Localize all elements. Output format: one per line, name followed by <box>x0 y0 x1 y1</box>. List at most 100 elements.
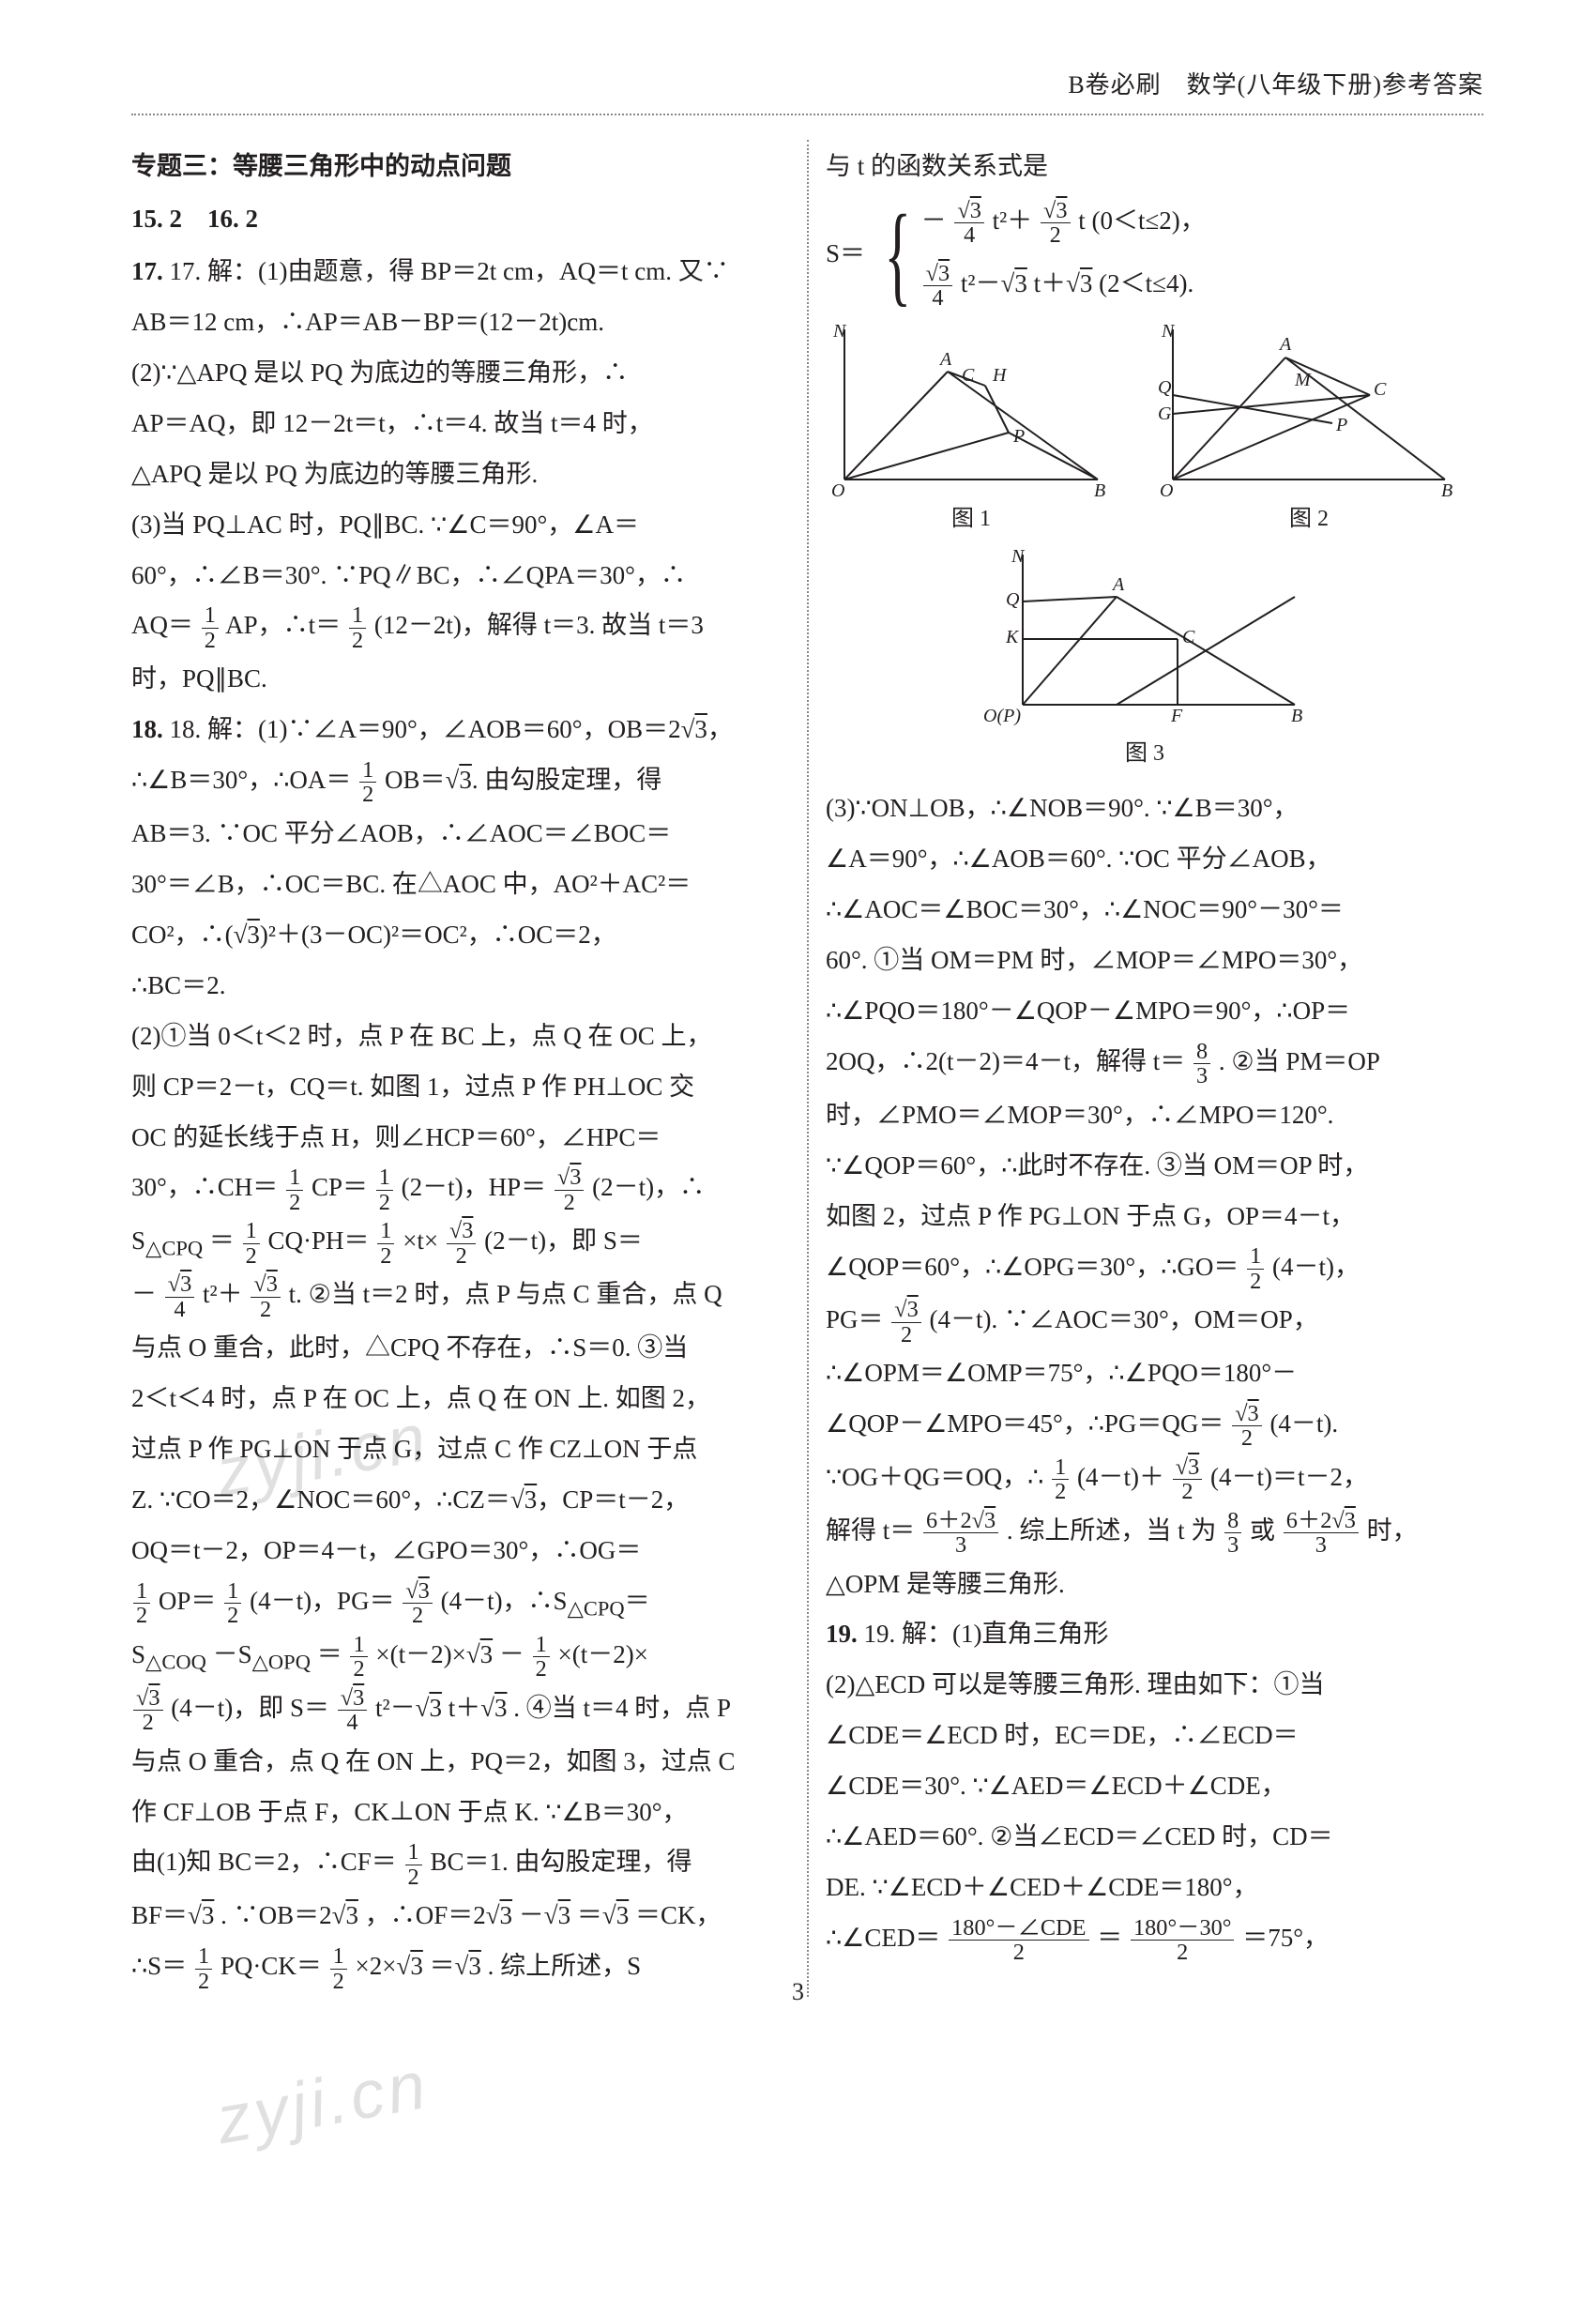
q18-l10c: (2－t)，HP＝ <box>402 1173 547 1201</box>
q19-l7b: ＝ <box>1097 1924 1122 1952</box>
q18-l1b: ， <box>707 715 733 743</box>
q18-l12a: － <box>131 1280 157 1308</box>
c1b: t²＋ <box>993 206 1033 235</box>
q18-l2c: . 由勾股定理，得 <box>472 766 662 794</box>
short-answers: 15. 2 16. 2 <box>131 196 766 243</box>
frac-sqrt3-2: √32 <box>251 1272 281 1321</box>
r3-l16: △OPM 是等腰三角形. <box>826 1561 1464 1608</box>
svg-text:H: H <box>992 365 1008 386</box>
r3-l13: ∠QOP－∠MPO＝45°，∴PG＝QG＝ √32 (4－t). <box>826 1401 1464 1451</box>
frac-1-2: 12 <box>1052 1455 1069 1504</box>
q18-l20b: (4－t)，即 S＝ <box>171 1694 329 1722</box>
frac-sqrt3-2: √32 <box>133 1686 163 1735</box>
q17-l5: △APQ 是以 PQ 为底边的等腰三角形. <box>131 451 766 498</box>
svg-text:C: C <box>1374 379 1387 400</box>
q18-l16b: ，CP＝t－2， <box>537 1485 689 1514</box>
column-separator <box>807 140 809 1997</box>
r3-l6: 2OQ，∴2(t－2)＝4－t，解得 t＝ 83 . ②当 PM＝OP <box>826 1039 1464 1088</box>
q17-l2: AB＝12 cm，∴AP＝AB－BP＝(12－2t)cm. <box>131 299 766 346</box>
r3-l14a: ∵OG＋QG＝OQ，∴ <box>826 1463 1043 1491</box>
svg-text:Q: Q <box>1158 377 1172 398</box>
q17-l7: 60°，∴∠B＝30°. ∵PQ∥BC，∴∠QPA＝30°，∴ <box>131 553 766 600</box>
r3-l15d: 时， <box>1367 1516 1418 1545</box>
frac-1-2: 12 <box>349 603 366 652</box>
q18-l22: 作 CF⊥OB 于点 F，CK⊥ON 于点 K. ∵∠B＝30°， <box>131 1789 766 1836</box>
r3-l11b: (4－t). ∵∠AOC＝30°，OM＝OP， <box>930 1305 1318 1333</box>
q18-l2a: ∴∠B＝30°，∴OA＝ <box>131 766 351 794</box>
q19-l1: 19. 19. 解：(1)直角三角形 <box>826 1611 1464 1658</box>
frac-sqrt3-4: √34 <box>165 1272 195 1321</box>
sqrt3: 3 <box>1066 269 1092 297</box>
svg-text:M: M <box>1294 370 1312 390</box>
q18-l12: － √34 t²＋ √32 t. ②当 t＝2 时，点 P 与点 C 重合，点 … <box>131 1271 766 1321</box>
watermark-icon: zyji.cn <box>211 2047 435 2159</box>
svg-text:B: B <box>1441 480 1452 498</box>
q18-l25b: PQ·CK＝ <box>220 1952 322 1980</box>
svg-text:F: F <box>1170 706 1183 726</box>
q18-l2: ∴∠B＝30°，∴OA＝ 12 OB＝3. 由勾股定理，得 <box>131 757 766 807</box>
q18-l25d: ＝ <box>430 1952 455 1980</box>
r3-l13b: (4－t). <box>1269 1409 1338 1438</box>
q18-l2b: OB＝ <box>385 766 446 794</box>
frac-sqrt3-4: √34 <box>954 199 984 248</box>
r3-l11: PG＝ √32 (4－t). ∵∠AOC＝30°，OM＝OP， <box>826 1297 1464 1347</box>
q18-l11f: (2－t)，即 S＝ <box>484 1226 643 1255</box>
sqrt3: 3 <box>234 921 260 949</box>
q18-l24b: . ∵OB＝2 <box>220 1901 332 1929</box>
r3-l11a: PG＝ <box>826 1305 884 1333</box>
sqrt3: 3 <box>681 715 707 743</box>
q18-l6: ∴BC＝2. <box>131 963 766 1010</box>
q18-l10a: 30°，∴CH＝ <box>131 1173 278 1201</box>
r3-l10: ∠QOP＝60°，∴∠OPG＝30°，∴GO＝ 12 (4－t)， <box>826 1244 1464 1294</box>
r3-l14c: (4－t)＝t－2， <box>1210 1463 1368 1491</box>
r3-l8: ∵∠QOP＝60°，∴此时不存在. ③当 OM＝OP 时， <box>826 1143 1464 1190</box>
S-eq: S＝ <box>826 231 865 278</box>
svg-text:N: N <box>1161 321 1176 342</box>
q18-l18f: ＝ <box>625 1587 650 1615</box>
piecewise-S: S＝ { － √34 t²＋ √32 t (0＜t≤2)， √34 t²－3 t… <box>826 198 1464 311</box>
frac-8-3: 83 <box>1193 1040 1210 1088</box>
q19-l5: ∴∠AED＝60°. ②当∠ECD＝∠CED 时，CD＝ <box>826 1814 1464 1861</box>
svg-text:G: G <box>1158 403 1172 424</box>
sqrt3: 3 <box>446 766 472 794</box>
sqrt3: 3 <box>397 1952 423 1980</box>
c2b: t²－ <box>961 269 1001 297</box>
q18-l19f: ×(t－2)× <box>375 1640 465 1668</box>
svg-text:A: A <box>1111 574 1125 595</box>
q18-l7: (2)①当 0＜t＜2 时，点 P 在 BC 上，点 Q 在 OC 上， <box>131 1013 766 1060</box>
frac-1-2: 12 <box>350 1633 367 1682</box>
q18-l21: 与点 O 重合，点 Q 在 ON 上，PQ＝2，如图 3，过点 C <box>131 1739 766 1786</box>
q18-l14: 2＜t＜4 时，点 P 在 OC 上，点 Q 在 ON 上. 如图 2， <box>131 1376 766 1423</box>
q17-l8: AQ＝ 12 AP，∴t＝ 12 (12－2t)，解得 t＝3. 故当 t＝3 <box>131 602 766 652</box>
svg-text:O(P): O(P) <box>983 706 1021 726</box>
frac-1-2: 12 <box>405 1840 422 1889</box>
q18-l15: 过点 P 作 PG⊥ON 于点 G，过点 C 作 CZ⊥ON 于点 <box>131 1426 766 1473</box>
q18-l10: 30°，∴CH＝ 12 CP＝ 12 (2－t)，HP＝ √32 (2－t)，∴ <box>131 1165 766 1214</box>
page-number: 3 <box>0 1978 1596 2006</box>
c1c: t (0＜t≤2)， <box>1078 206 1206 235</box>
q18-l1a: 18. 解：(1)∵∠A＝90°，∠AOB＝60°，OB＝2 <box>170 715 681 743</box>
svg-text:P: P <box>1012 426 1025 447</box>
q18-l8: 则 CP＝2－t，CQ＝t. 如图 1，过点 P 作 PH⊥OC 交 <box>131 1064 766 1111</box>
fig-row-12: N A C H P O B 图 1 <box>826 320 1464 540</box>
left-column: 专题三：等腰三角形中的动点问题 15. 2 16. 2 17. 17. 解：(1… <box>131 140 788 1997</box>
svg-text:A: A <box>1278 334 1292 355</box>
r3-l6b: . ②当 PM＝OP <box>1219 1047 1380 1075</box>
frac-sqrt3-2: √32 <box>1041 199 1071 248</box>
frac-1-2: 12 <box>202 603 219 652</box>
case1: － √34 t²＋ √32 t (0＜t≤2)， <box>921 198 1206 248</box>
r3-l9: 如图 2，过点 P 作 PG⊥ON 于点 G，OP＝4－t， <box>826 1194 1464 1241</box>
sub-opq: △OPQ <box>252 1650 311 1673</box>
figure-3: N Q A K C O(P) F B 图 3 <box>966 545 1323 774</box>
svg-text:A: A <box>938 349 952 370</box>
sqrt3: 3 <box>480 1694 507 1722</box>
q19-l7: ∴∠CED＝ 180°－∠CDE2 ＝ 180°－30°2 ＝75°， <box>826 1915 1464 1965</box>
q18-l10d: (2－t)，∴ <box>592 1173 705 1201</box>
r-top: 与 t 的函数关系式是 <box>826 144 1464 190</box>
sqrt3: 3 <box>1001 269 1027 297</box>
page-header: B卷必刷 数学(八年级下册)参考答案 <box>131 66 1483 108</box>
q17-l8b: AP，∴t＝ <box>225 611 341 639</box>
r3-l10b: (4－t)， <box>1272 1253 1360 1281</box>
q18-l23: 由(1)知 BC＝2，∴CF＝ 12 BC＝1. 由勾股定理，得 <box>131 1839 766 1889</box>
sub-cpq: △CPQ <box>145 1237 203 1260</box>
